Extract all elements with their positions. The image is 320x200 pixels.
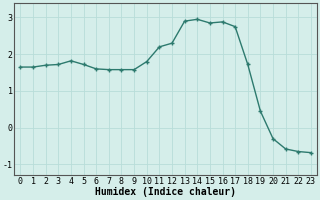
X-axis label: Humidex (Indice chaleur): Humidex (Indice chaleur) [95, 187, 236, 197]
